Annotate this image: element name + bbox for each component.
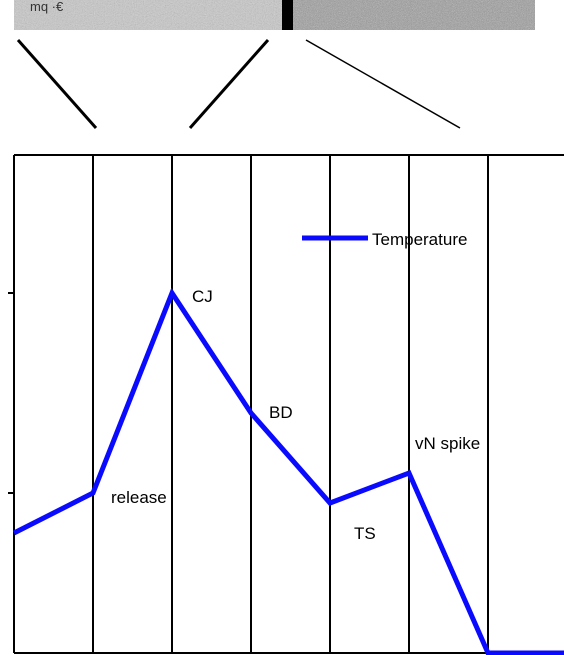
legend: Temperature: [302, 230, 467, 249]
annotation-cj: CJ: [192, 287, 213, 306]
annotation-vn-spike: vN spike: [415, 434, 480, 453]
callout-lines: [16, 39, 461, 129]
micrograph-right-grain: [293, 0, 535, 30]
annotation-release: release: [111, 488, 167, 507]
annotation-bd: BD: [269, 403, 293, 422]
callout-line-right: [305, 39, 461, 129]
plot-area: [13, 154, 564, 654]
series-layer: [12, 287, 564, 655]
annotation-layer: release CJ BD TS vN spike: [111, 287, 480, 543]
annotation-ts: TS: [354, 524, 376, 543]
vertical-gridlines: [92, 155, 489, 653]
y-axis-ticks: [8, 292, 14, 494]
legend-label-temperature: Temperature: [372, 230, 467, 249]
series-line-temperature: [12, 287, 564, 655]
micrograph-divider: [282, 0, 293, 30]
callout-line-middle: [188, 39, 270, 129]
micrograph-left-grain: [14, 0, 282, 30]
micrograph-strip: mq ·€: [14, 0, 535, 30]
micrograph-caption-fragment: mq ·€: [30, 0, 64, 14]
callout-line-left: [16, 39, 98, 129]
